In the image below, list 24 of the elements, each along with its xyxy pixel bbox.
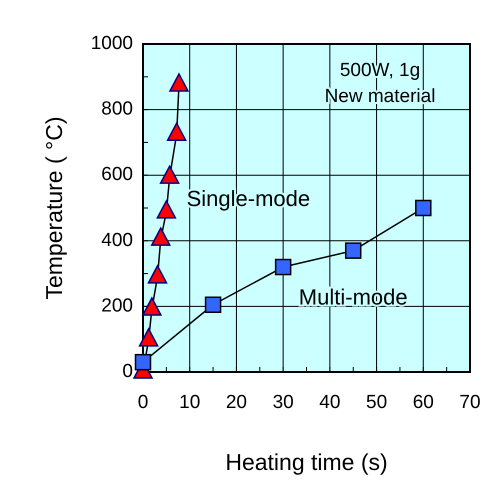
y-tick-label: 0 [122, 361, 133, 382]
point [148, 265, 168, 284]
x-tick-label: 30 [272, 392, 294, 413]
y-tick-label: 200 [101, 295, 133, 316]
y-axis-title: Temperature ( °C) [41, 116, 67, 300]
x-tick-label: 70 [459, 392, 481, 413]
x-tick-label: 60 [412, 392, 434, 413]
y-tick-label: 1000 [90, 33, 133, 54]
point [151, 227, 170, 246]
x-axis-title: Heating time (s) [225, 449, 388, 475]
point [156, 200, 176, 219]
x-tick-label: 0 [138, 392, 148, 413]
point [142, 297, 162, 316]
point [160, 165, 180, 184]
point [166, 122, 186, 141]
y-tick-label: 800 [101, 98, 133, 120]
x-tick-label: 50 [366, 392, 388, 413]
x-tick-label: 20 [226, 392, 247, 413]
point [138, 328, 158, 347]
x-tick-label: 40 [319, 392, 340, 413]
point [169, 73, 189, 92]
y-tick-label: 600 [101, 164, 133, 186]
y-tick-label: 400 [101, 230, 133, 251]
x-tick-label: 10 [179, 392, 200, 413]
